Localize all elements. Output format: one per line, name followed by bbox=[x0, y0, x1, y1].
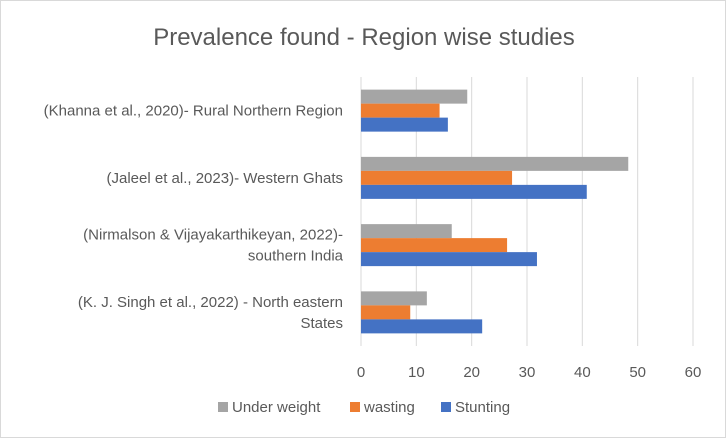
x-tick-label: 30 bbox=[519, 364, 536, 381]
x-tick-label: 40 bbox=[574, 364, 591, 381]
x-tick-label: 20 bbox=[463, 364, 480, 381]
bar-under-weight bbox=[361, 291, 427, 306]
category-label: States bbox=[300, 315, 343, 332]
bar-stunting bbox=[361, 184, 587, 199]
bar-stunting bbox=[361, 252, 537, 267]
legend-label-under-weight: Under weight bbox=[232, 399, 321, 416]
legend-swatch-under-weight bbox=[218, 402, 228, 412]
legend-label-stunting: Stunting bbox=[455, 399, 510, 416]
x-tick-label: 60 bbox=[685, 364, 702, 381]
bar-wasting bbox=[361, 170, 513, 185]
bar-under-weight bbox=[361, 89, 468, 104]
bar-wasting bbox=[361, 103, 440, 118]
category-label: (K. J. Singh et al., 2022) - North easte… bbox=[78, 294, 343, 311]
legend-swatch-wasting bbox=[350, 402, 360, 412]
legend-label-wasting: wasting bbox=[363, 399, 415, 416]
chart-title: Prevalence found - Region wise studies bbox=[153, 24, 575, 51]
category-label: (Khanna et al., 2020)- Rural Northern Re… bbox=[44, 103, 343, 120]
x-tick-label: 50 bbox=[629, 364, 646, 381]
bar-under-weight bbox=[361, 156, 629, 171]
category-label: (Nirmalson & Vijayakarthikeyan, 2022)- bbox=[83, 227, 343, 244]
legend-swatch-stunting bbox=[441, 402, 451, 412]
bar-stunting bbox=[361, 319, 483, 334]
x-tick-label: 10 bbox=[408, 364, 425, 381]
bar-stunting bbox=[361, 117, 448, 132]
category-label: southern India bbox=[248, 248, 344, 265]
bar-under-weight bbox=[361, 224, 452, 239]
bar-wasting bbox=[361, 305, 411, 320]
category-label: (Jaleel et al., 2023)- Western Ghats bbox=[107, 170, 344, 187]
bar-wasting bbox=[361, 238, 508, 253]
x-tick-label: 0 bbox=[357, 364, 365, 381]
